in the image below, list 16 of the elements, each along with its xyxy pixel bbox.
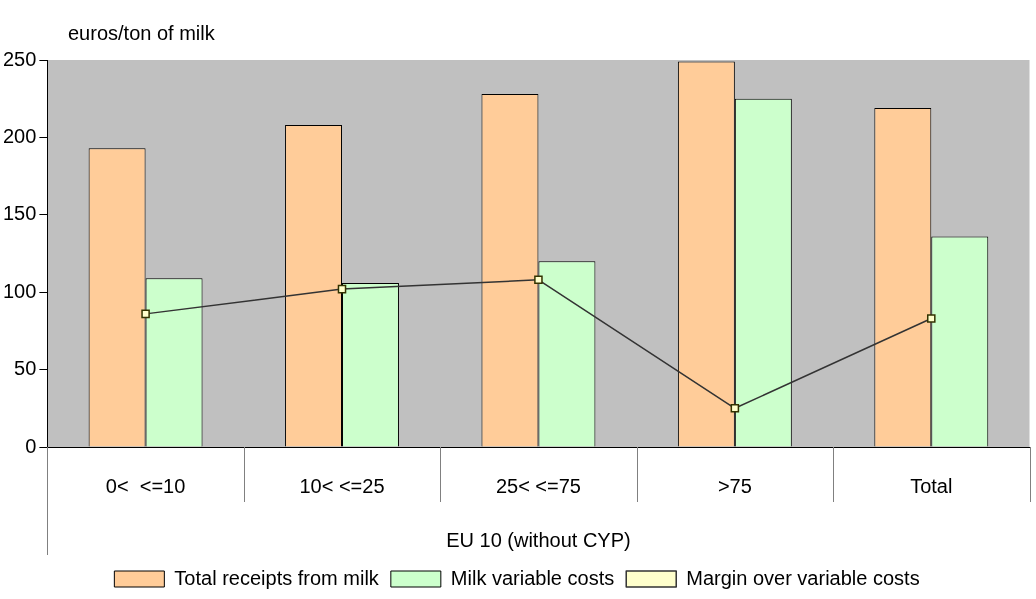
x-tick-label: 10< <=25: [299, 474, 385, 497]
legend-label: Margin over variable costs: [686, 566, 920, 589]
legend-label: Milk variable costs: [450, 566, 615, 589]
y-tick-label: 0: [25, 434, 37, 457]
y-tick-label: 100: [2, 279, 37, 302]
y-tick-label: 200: [2, 124, 37, 147]
y-tick-label: 150: [2, 202, 37, 225]
y-axis-title: euros/ton of milk: [68, 22, 216, 44]
legend-label: Total receipts from milk: [174, 566, 380, 589]
y-tick-label: 50: [14, 357, 37, 380]
x-tick-label: >75: [717, 474, 752, 497]
x-tick-label: Total: [910, 474, 953, 497]
x-tick-label: 0< <=10: [105, 474, 186, 497]
y-tick-label: 250: [2, 47, 37, 70]
x-axis-title: EU 10 (without CYP): [446, 529, 631, 551]
x-tick-label: 25< <=75: [495, 474, 581, 497]
